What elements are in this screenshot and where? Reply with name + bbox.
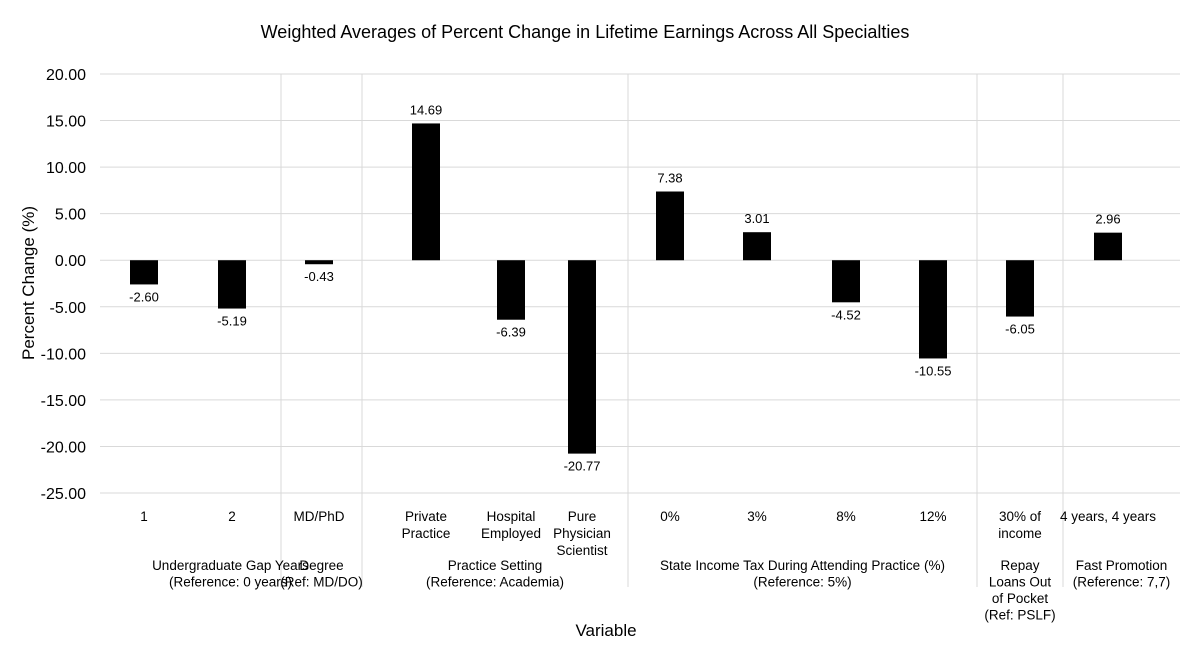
group-label: (Ref: PSLF): [984, 608, 1055, 623]
chart-title: Weighted Averages of Percent Change in L…: [261, 22, 910, 42]
x-tick-label: Scientist: [556, 543, 607, 558]
y-tick-label: -25.00: [41, 486, 86, 503]
bar: [656, 191, 684, 261]
x-tick-label: income: [998, 526, 1042, 541]
data-label: -20.77: [564, 459, 601, 474]
y-tick-label: 10.00: [46, 160, 86, 177]
data-label: -5.19: [217, 314, 247, 329]
x-tick-label: 8%: [836, 509, 856, 524]
group-label: Undergraduate Gap Years: [152, 558, 309, 573]
x-tick-label: 3%: [747, 509, 767, 524]
group-label: Fast Promotion: [1076, 558, 1168, 573]
y-axis-label: Percent Change (%): [19, 206, 38, 360]
y-tick-label: 20.00: [46, 67, 86, 84]
group-label: (Reference: 5%): [753, 575, 851, 590]
data-label: -6.05: [1005, 322, 1035, 337]
x-tick-label: 4 years, 4 years: [1060, 509, 1156, 524]
data-label: -6.39: [496, 325, 526, 340]
x-tick-label: 2: [228, 509, 236, 524]
x-tick-label: 12%: [919, 509, 946, 524]
y-tick-label: 15.00: [46, 114, 86, 131]
x-tick-label: 0%: [660, 509, 680, 524]
bar: [130, 260, 158, 285]
group-label: Repay: [1000, 558, 1039, 573]
group-label: Loans Out: [989, 575, 1052, 590]
group-label: (Ref: MD/DO): [280, 575, 363, 590]
data-label: -2.60: [129, 289, 159, 304]
y-tick-label: 0.00: [55, 253, 86, 270]
y-tick-label: -15.00: [41, 393, 86, 410]
x-tick-label: Hospital: [487, 509, 536, 524]
bar: [412, 123, 440, 261]
data-label: 14.69: [410, 102, 443, 117]
x-tick-label: 30% of: [999, 509, 1041, 524]
y-tick-label: -10.00: [41, 346, 86, 363]
bar: [568, 260, 596, 454]
data-label: -10.55: [915, 363, 952, 378]
y-tick-label: -5.00: [50, 300, 87, 317]
data-label: 2.96: [1095, 212, 1120, 227]
data-label: -4.52: [831, 307, 861, 322]
x-axis-label: Variable: [575, 621, 636, 640]
y-tick-label: 5.00: [55, 207, 86, 224]
group-label: Degree: [299, 558, 343, 573]
x-tick-label: Pure: [568, 509, 597, 524]
group-label: State Income Tax During Attending Practi…: [660, 558, 945, 573]
x-tick-label: 1: [140, 509, 148, 524]
bar: [218, 260, 246, 309]
bar: [497, 260, 525, 320]
x-tick-label: Private: [405, 509, 447, 524]
bar: [1094, 232, 1122, 261]
bar: [743, 232, 771, 261]
bar: [832, 260, 860, 303]
x-tick-label: Practice: [402, 526, 451, 541]
y-tick-label: -20.00: [41, 439, 86, 456]
x-tick-label: Physician: [553, 526, 611, 541]
group-label: of Pocket: [992, 591, 1049, 606]
group-label: Practice Setting: [448, 558, 543, 573]
bar: [305, 260, 333, 265]
data-label: -0.43: [304, 269, 334, 284]
x-tick-label: MD/PhD: [293, 509, 344, 524]
bar: [1006, 260, 1034, 317]
group-label: (Reference: 0 years): [169, 575, 292, 590]
bar: [919, 260, 947, 359]
data-label: 3.01: [744, 211, 769, 226]
x-tick-label: Employed: [481, 526, 541, 541]
data-label: 7.38: [657, 171, 682, 186]
group-label: (Reference: 7,7): [1073, 575, 1171, 590]
group-label: (Reference: Academia): [426, 575, 564, 590]
